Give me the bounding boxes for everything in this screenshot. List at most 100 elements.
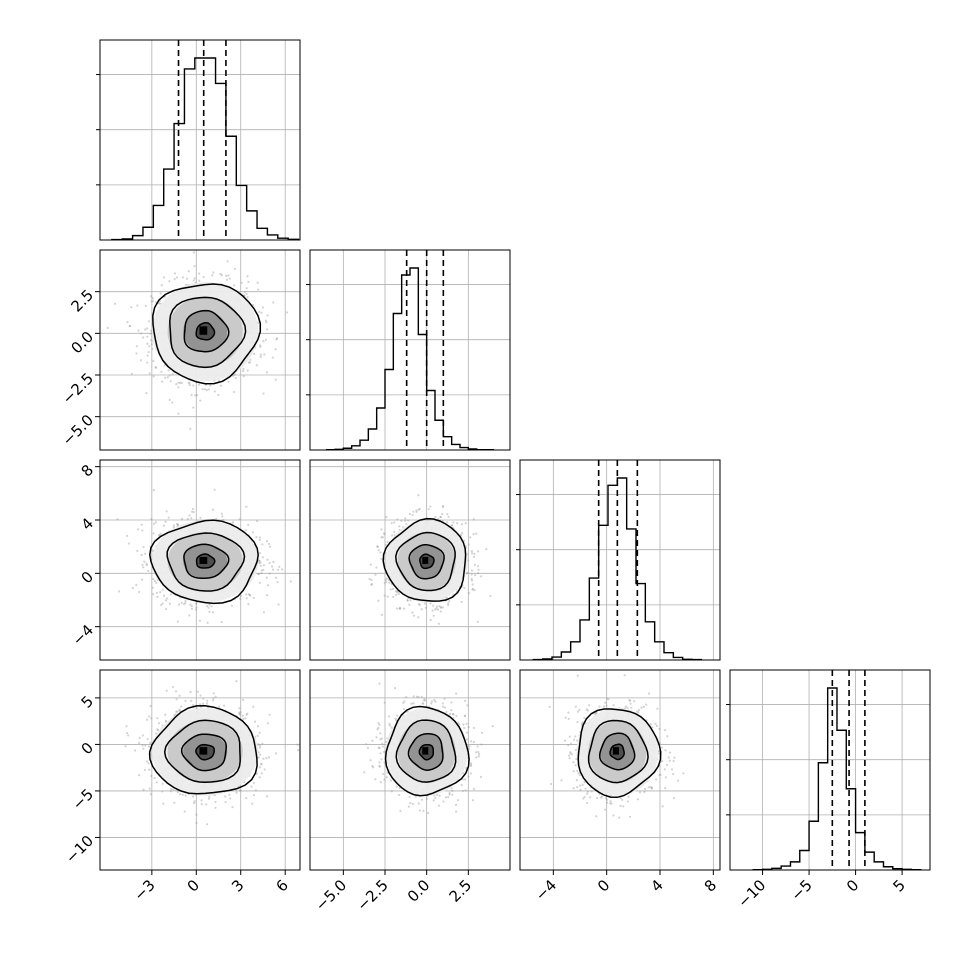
sample-point bbox=[397, 592, 400, 596]
contour-line bbox=[149, 519, 259, 605]
sample-point bbox=[418, 507, 421, 510]
sample-point bbox=[180, 601, 183, 604]
sample-point bbox=[270, 565, 274, 568]
sample-point bbox=[140, 332, 143, 335]
sample-point bbox=[200, 803, 204, 806]
sample-point bbox=[145, 391, 148, 395]
sample-point bbox=[258, 310, 261, 313]
sample-point bbox=[235, 680, 238, 683]
sample-point bbox=[130, 372, 133, 375]
sample-point bbox=[274, 378, 277, 381]
sample-point bbox=[211, 508, 215, 511]
sample-point bbox=[152, 532, 155, 535]
sample-point bbox=[235, 791, 238, 794]
sample-point bbox=[232, 284, 236, 287]
sample-point bbox=[256, 734, 259, 737]
sample-point bbox=[476, 565, 479, 568]
density-plot-area bbox=[100, 250, 300, 450]
sample-point bbox=[242, 375, 245, 378]
sample-point bbox=[229, 797, 232, 800]
sample-point bbox=[178, 694, 181, 697]
sample-point bbox=[154, 521, 157, 524]
sample-point bbox=[140, 553, 143, 557]
sample-point bbox=[255, 772, 258, 775]
sample-point bbox=[190, 605, 193, 608]
sample-point bbox=[199, 399, 202, 402]
sample-point bbox=[212, 271, 215, 274]
sample-point bbox=[198, 279, 201, 282]
sample-point bbox=[417, 494, 420, 497]
sample-point bbox=[220, 512, 223, 515]
sample-point bbox=[480, 575, 483, 578]
sample-point bbox=[441, 513, 444, 516]
sample-point bbox=[259, 564, 262, 567]
sample-point bbox=[129, 324, 132, 327]
sample-point bbox=[245, 713, 248, 716]
sample-point bbox=[218, 705, 221, 708]
sample-point bbox=[439, 610, 442, 613]
sample-point bbox=[477, 568, 480, 571]
sample-point bbox=[217, 379, 220, 382]
sample-point bbox=[190, 607, 194, 610]
sample-point bbox=[268, 561, 271, 564]
sample-point bbox=[244, 717, 247, 720]
sample-point bbox=[190, 510, 194, 513]
sample-point bbox=[193, 277, 196, 280]
sample-point bbox=[247, 593, 250, 596]
sample-point bbox=[240, 281, 243, 284]
sample-point bbox=[198, 619, 202, 622]
sample-point bbox=[207, 606, 210, 609]
sample-point bbox=[262, 611, 266, 614]
sample-point bbox=[159, 591, 162, 594]
sample-point bbox=[252, 705, 255, 708]
sample-point bbox=[473, 552, 476, 556]
sample-point bbox=[147, 715, 151, 718]
contour-line bbox=[195, 553, 216, 569]
sample-point bbox=[146, 335, 149, 338]
sample-point bbox=[406, 598, 409, 602]
sample-point bbox=[174, 690, 178, 693]
sample-point bbox=[384, 543, 387, 547]
sample-point bbox=[226, 260, 229, 263]
sample-point bbox=[261, 742, 264, 745]
sample-point bbox=[186, 517, 189, 521]
density-peak-cell bbox=[199, 556, 208, 564]
sample-point bbox=[197, 272, 201, 275]
sample-point bbox=[251, 531, 255, 534]
sample-point bbox=[227, 274, 230, 277]
sample-point bbox=[168, 280, 171, 283]
sample-point bbox=[264, 319, 267, 322]
sample-point bbox=[194, 394, 197, 397]
sample-point bbox=[193, 264, 196, 268]
sample-point bbox=[177, 386, 180, 389]
sample-point bbox=[446, 521, 449, 524]
contour-line bbox=[395, 531, 456, 592]
sample-point bbox=[385, 516, 388, 519]
sample-point bbox=[255, 536, 258, 539]
sample-point bbox=[126, 534, 129, 537]
sample-point bbox=[271, 356, 274, 359]
sample-point bbox=[463, 539, 466, 542]
sample-point bbox=[175, 710, 178, 713]
sample-point bbox=[199, 703, 202, 706]
panel-frame bbox=[99, 249, 301, 451]
sample-point bbox=[153, 580, 157, 583]
sample-point bbox=[239, 789, 242, 792]
sample-point bbox=[265, 371, 269, 374]
sample-point bbox=[247, 361, 250, 364]
sample-point bbox=[257, 756, 260, 759]
sample-point bbox=[150, 343, 153, 346]
sample-point bbox=[206, 621, 209, 624]
sample-point bbox=[165, 510, 168, 513]
sample-point bbox=[151, 549, 155, 552]
sample-point bbox=[450, 524, 453, 527]
sample-point bbox=[393, 521, 396, 524]
sample-point bbox=[137, 329, 140, 332]
sample-point bbox=[179, 793, 182, 796]
sample-point bbox=[489, 594, 492, 597]
density-panel bbox=[95, 249, 301, 451]
sample-point bbox=[238, 707, 241, 710]
sample-point bbox=[171, 685, 175, 689]
sample-point bbox=[252, 794, 256, 797]
sample-point bbox=[256, 725, 260, 728]
